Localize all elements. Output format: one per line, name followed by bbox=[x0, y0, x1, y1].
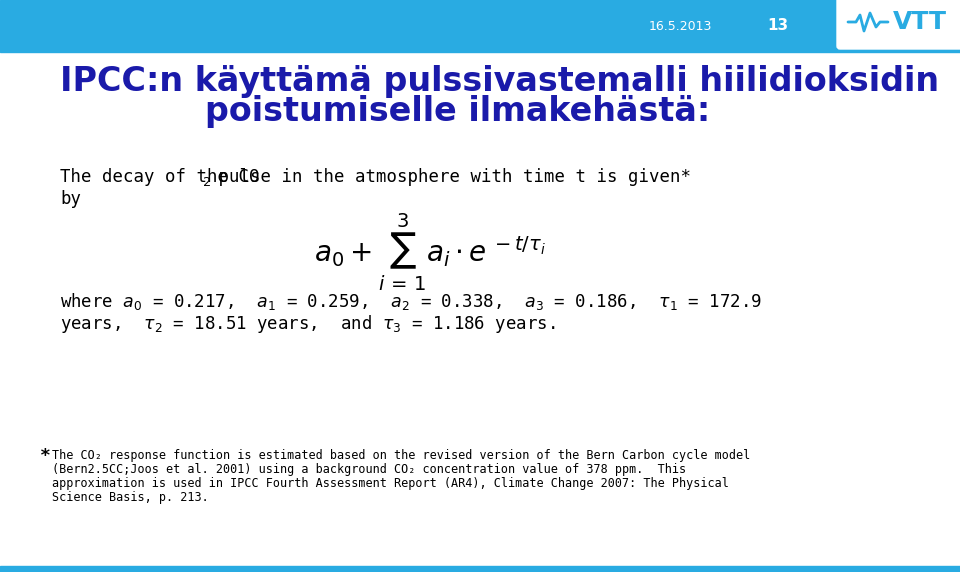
Text: where $a_0$ = 0.217,  $a_1$ = 0.259,  $a_2$ = 0.338,  $a_3$ = 0.186,  $\tau_1$ =: where $a_0$ = 0.217, $a_1$ = 0.259, $a_2… bbox=[60, 291, 762, 312]
Bar bbox=[0, 566, 960, 572]
Text: years,  $\tau_2$ = 18.51 years,  and $\tau_3$ = 1.186 years.: years, $\tau_2$ = 18.51 years, and $\tau… bbox=[60, 313, 556, 335]
Text: by: by bbox=[60, 190, 81, 208]
Text: The decay of the CO: The decay of the CO bbox=[60, 168, 259, 186]
Text: poistumiselle ilmakehästä:: poistumiselle ilmakehästä: bbox=[205, 96, 710, 129]
Bar bbox=[0, 0, 960, 52]
Text: IPCC:n käyttämä pulssivastemalli hiilidioksidin: IPCC:n käyttämä pulssivastemalli hiilidi… bbox=[60, 66, 939, 98]
Text: 16.5.2013: 16.5.2013 bbox=[648, 19, 711, 33]
Text: 13: 13 bbox=[767, 18, 788, 34]
Text: (Bern2.5CC;Joos et al. 2001) using a background CO₂ concentration value of 378 p: (Bern2.5CC;Joos et al. 2001) using a bac… bbox=[52, 463, 686, 476]
Text: *: * bbox=[40, 447, 51, 465]
FancyBboxPatch shape bbox=[837, 0, 960, 49]
Text: approximation is used in IPCC Fourth Assessment Report (AR4), Climate Change 200: approximation is used in IPCC Fourth Ass… bbox=[52, 478, 729, 491]
Text: Science Basis, p. 213.: Science Basis, p. 213. bbox=[52, 491, 208, 505]
Text: $a_0 + \sum_{i\,=\,1}^{3} a_i \cdot e^{\,-t/\tau_i}$: $a_0 + \sum_{i\,=\,1}^{3} a_i \cdot e^{\… bbox=[314, 211, 546, 293]
Text: The CO₂ response function is estimated based on the revised version of the Bern : The CO₂ response function is estimated b… bbox=[52, 450, 751, 463]
Text: pulse in the atmosphere with time t is given*: pulse in the atmosphere with time t is g… bbox=[207, 168, 690, 186]
Text: 2: 2 bbox=[204, 176, 211, 189]
Text: VTT: VTT bbox=[893, 10, 947, 34]
